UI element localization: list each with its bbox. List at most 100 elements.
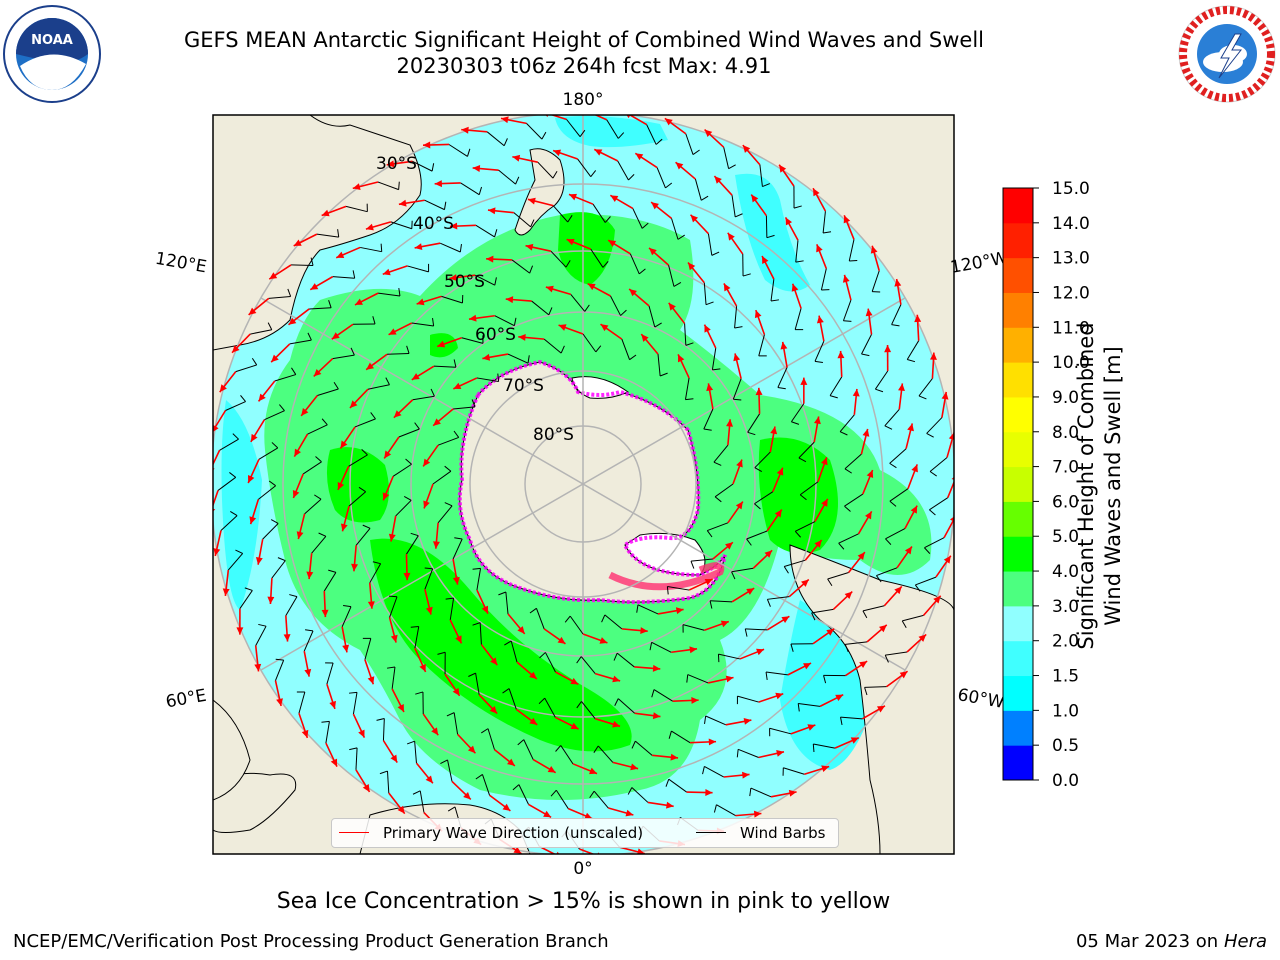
wind-barb-flag	[823, 231, 832, 234]
wave-direction-arrowhead	[293, 239, 302, 246]
wave-direction-arrowhead	[898, 383, 905, 392]
wind-barb-flag	[731, 571, 736, 580]
colorbar-tick-label: 10.0	[1052, 353, 1090, 373]
wind-barb-flag	[844, 644, 849, 652]
wind-barb-flag	[711, 251, 720, 256]
wave-direction-arrowhead	[296, 531, 304, 540]
wind-barb	[262, 523, 279, 540]
wave-direction-arrow	[213, 490, 219, 508]
wind-barb	[799, 481, 819, 496]
wave-direction-arrowhead	[641, 334, 649, 342]
wind-barb-flag	[793, 205, 802, 209]
wind-barb	[648, 305, 656, 328]
wind-barb	[929, 497, 949, 511]
wind-barb	[842, 299, 852, 321]
wind-barb-flag	[735, 213, 743, 218]
wind-barb-flag	[627, 787, 633, 795]
wind-barb-flag	[552, 170, 558, 179]
wave-direction-arrowhead	[807, 724, 816, 731]
wind-barb	[592, 203, 606, 223]
wind-barb-flag	[665, 778, 670, 787]
wind-barb-flag	[530, 219, 535, 228]
wind-barb	[481, 774, 491, 796]
wave-direction-arrowhead	[486, 255, 494, 263]
map-legend: Primary Wave Direction (unscaled) Wind B…	[331, 818, 839, 848]
wind-barb	[682, 624, 705, 631]
wave-direction-arrowhead	[835, 694, 844, 702]
wind-barb	[885, 528, 906, 540]
wind-barb-flag	[884, 654, 889, 663]
wind-barb-flag	[406, 345, 410, 354]
wind-barb	[219, 438, 239, 451]
wind-barb	[453, 712, 459, 735]
wave-direction-arrowhead	[222, 588, 230, 596]
wave-direction-arrowhead	[666, 801, 674, 809]
wind-barb-flag	[631, 740, 636, 749]
wind-barb	[486, 131, 505, 147]
wind-barb-flag	[432, 317, 435, 327]
wind-barb	[433, 365, 456, 368]
wind-barb-flag	[494, 277, 497, 286]
wind-barb-flag	[713, 461, 722, 466]
wave-direction-arrowhead	[821, 765, 830, 772]
wind-barb-flag	[595, 345, 602, 353]
wave-direction-arrowhead	[774, 509, 782, 518]
colorbar-tick-label: 11.0	[1052, 318, 1090, 338]
wave-direction-arrowhead	[587, 283, 596, 291]
wind-barb	[577, 158, 592, 178]
wave-direction-arrowhead	[358, 729, 365, 738]
wind-barb	[311, 536, 327, 554]
graticule	[213, 115, 954, 854]
wind-barb-flag	[665, 182, 673, 189]
wind-barb	[864, 686, 887, 688]
wind-barb-flag	[762, 183, 771, 188]
wind-barb	[550, 250, 567, 268]
colorbar-frame	[1002, 187, 1034, 781]
wind-barb-flag	[706, 530, 713, 538]
wind-barb-flag	[352, 270, 356, 279]
wave-direction-arrowhead	[461, 126, 469, 134]
wind-barb	[746, 530, 768, 540]
wave-direction-arrow	[943, 517, 954, 539]
wind-barb-flag	[703, 428, 712, 431]
wind-barb-flag	[864, 687, 868, 696]
wave-direction-arrowhead	[690, 214, 699, 223]
wind-barb-flag	[318, 532, 327, 537]
wave-direction-arrowhead	[910, 505, 918, 514]
wind-barb-flag	[602, 261, 609, 268]
wind-barb	[303, 630, 314, 652]
wind-barb	[239, 590, 253, 609]
wave-direction-arrowhead	[481, 605, 489, 614]
wind-barb	[460, 182, 480, 196]
wind-barb-flag	[579, 129, 586, 137]
wind-barb	[258, 485, 276, 500]
wind-barb	[884, 408, 900, 427]
wind-barb	[795, 240, 799, 263]
wave-direction-arrowhead	[706, 383, 714, 392]
wave-direction-arrowhead	[384, 450, 392, 459]
wind-barb-flag	[529, 265, 534, 274]
wind-barb-flag	[268, 480, 276, 487]
wind-barb-flag	[889, 462, 897, 469]
wind-barb-flag	[235, 549, 243, 554]
wave-direction-arrowhead	[776, 467, 784, 476]
wind-barbs-label: Wind Barbs	[740, 824, 826, 842]
wind-barb	[258, 447, 279, 460]
wave-direction-arrowhead	[625, 809, 634, 817]
wave-direction-arrowhead	[489, 706, 498, 714]
wind-barb-flag	[513, 317, 517, 326]
wind-barb-flag	[497, 373, 500, 382]
wind-barb-flag	[405, 458, 412, 465]
wind-barb	[412, 160, 433, 172]
wind-barb	[889, 488, 909, 502]
wave-direction-arrowhead	[467, 745, 476, 754]
wind-barb	[754, 451, 771, 469]
wind-barb	[844, 453, 862, 470]
wind-barb-flag	[799, 494, 807, 501]
wind-barb-flag	[766, 234, 775, 239]
wave-direction-arrowhead	[751, 194, 759, 203]
wind-barb	[885, 651, 908, 656]
wind-barb-flag	[705, 301, 714, 306]
wind-barb-flag	[440, 759, 448, 765]
wave-direction-arrowhead	[397, 805, 405, 814]
